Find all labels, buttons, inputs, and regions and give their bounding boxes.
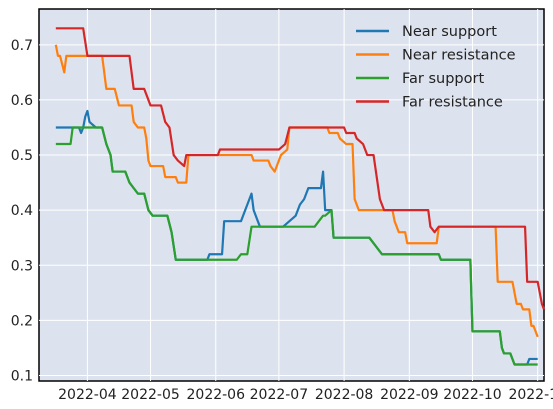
legend-label: Far support — [402, 71, 484, 87]
x-tick-label: 2022-04 — [58, 387, 117, 403]
x-axis-tick-labels: 2022-04 2022-05 2022-06 2022-07 2022-08 2022-… — [58, 387, 553, 403]
legend-label: Far resistance — [402, 95, 503, 111]
series-lines — [54, 27, 546, 366]
legend-label: Near resistance — [402, 48, 516, 64]
x-tick-label: 2022-08 — [315, 387, 374, 403]
plot-area — [38, 8, 545, 382]
series-line-2 — [54, 44, 539, 338]
y-tick-label: 0.6 — [11, 93, 33, 109]
x-tick-label: 2022-05 — [121, 387, 180, 403]
series-line-4 — [55, 27, 546, 310]
legend-label: Near support — [402, 24, 497, 40]
x-tick-label: 2022-11 — [508, 387, 553, 403]
x-tick-label: 2022-09 — [380, 387, 439, 403]
x-tick-label: 2022-10 — [443, 387, 502, 403]
legend: Near support Near resistance Far support Fa… — [356, 24, 516, 111]
series-line-3 — [55, 126, 538, 366]
y-axis-tick-labels: 0.1 0.2 0.3 0.4 0.5 0.6 0.7 — [11, 38, 33, 385]
y-tick-label: 0.7 — [11, 38, 33, 54]
x-tick-label: 2022-06 — [187, 387, 246, 403]
y-tick-label: 0.5 — [11, 148, 33, 164]
y-tick-label: 0.4 — [11, 203, 33, 219]
y-tick-label: 0.1 — [11, 368, 33, 384]
y-tick-label: 0.2 — [11, 313, 33, 329]
y-tick-label: 0.3 — [11, 258, 33, 274]
x-tick-label: 2022-07 — [250, 387, 309, 403]
